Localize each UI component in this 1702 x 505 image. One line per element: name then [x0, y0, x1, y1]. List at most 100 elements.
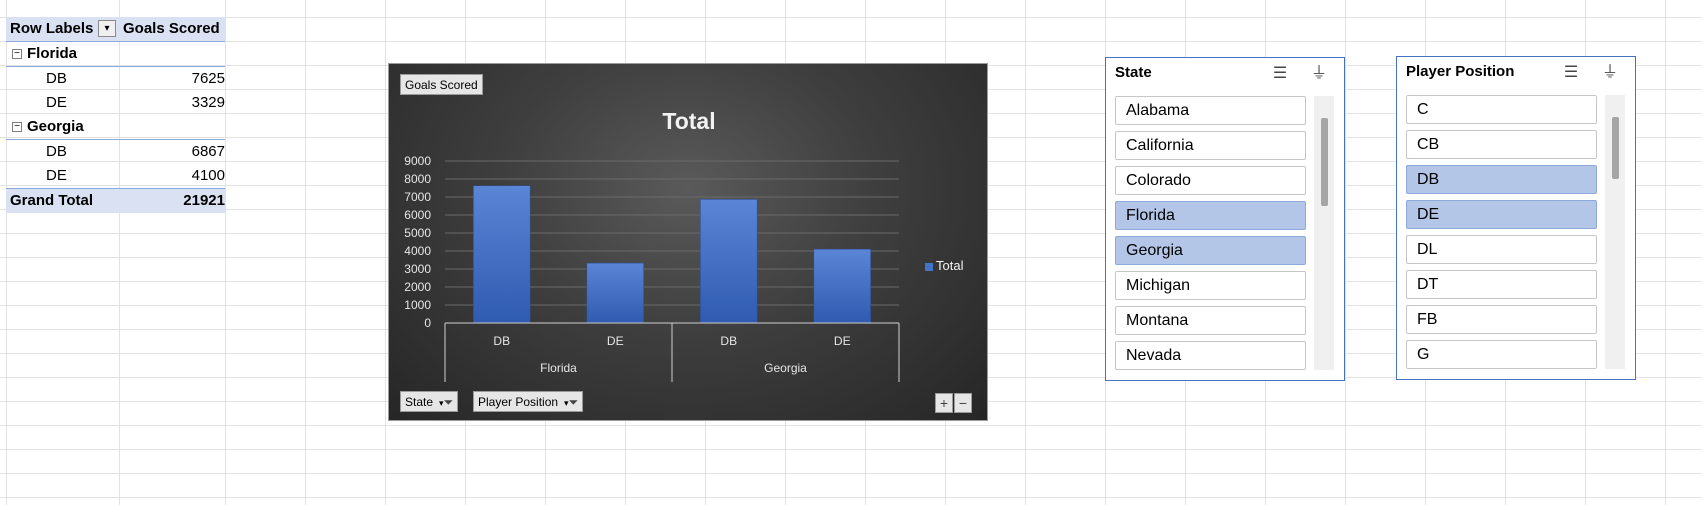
grid-row-line	[0, 473, 1702, 474]
slicer-item[interactable]: Montana	[1115, 306, 1306, 335]
row-label: DB	[46, 70, 67, 87]
state-field-label: State	[405, 395, 434, 409]
state-field-button[interactable]: State ▾⏷	[400, 391, 459, 412]
value-field-label: Goals Scored	[405, 78, 478, 92]
pivot-header-row: Row Labels ▾ Goals Scored	[6, 17, 225, 42]
group-label: Florida	[27, 45, 78, 62]
pivot-chart[interactable]: 0 1000 2000 3000 4000 5000 6000 7000 8000 9000 DB D…	[388, 63, 988, 421]
row-label: DE	[46, 167, 67, 184]
grid-row-line	[0, 17, 1702, 18]
group-label: Florida	[540, 361, 577, 375]
row-value: 6867	[191, 143, 225, 160]
grid-column-line	[1665, 0, 1666, 505]
dropdown-icon: ▾	[439, 398, 444, 408]
dropdown-icon: ▾	[564, 398, 569, 408]
group-label: Georgia	[764, 361, 807, 375]
slicer-item[interactable]: DE	[1406, 200, 1597, 229]
x-tick-label: DE	[834, 334, 851, 348]
grid-column-line	[119, 0, 120, 505]
row-labels-header[interactable]: Row Labels	[10, 20, 94, 37]
bar	[473, 185, 531, 324]
multi-select-icon[interactable]: ☰	[1272, 65, 1288, 82]
pivot-group-georgia: − Georgia	[6, 115, 225, 140]
player-position-field-button[interactable]: Player Position ▾⏷	[473, 391, 584, 412]
slicer-item[interactable]: DL	[1406, 235, 1597, 264]
pivot-row: DE 3329	[6, 91, 225, 115]
grand-total-value: 21921	[183, 192, 225, 209]
grid-column-line	[6, 0, 7, 505]
y-tick-label: 2000	[404, 280, 431, 294]
value-field-button[interactable]: Goals Scored	[400, 74, 483, 95]
collapse-icon[interactable]: −	[12, 49, 22, 59]
row-value: 7625	[191, 70, 225, 87]
filter-dropdown-icon[interactable]: ▾	[98, 20, 116, 37]
x-tick-label: DB	[720, 334, 737, 348]
collapse-icon[interactable]: −	[12, 122, 22, 132]
slicer-item[interactable]: C	[1406, 95, 1597, 124]
pivot-row: DE 4100	[6, 164, 225, 188]
slicer-scrollbar[interactable]	[1605, 95, 1625, 369]
x-tick-label: DB	[493, 334, 510, 348]
row-label: DB	[46, 143, 67, 160]
collapse-button[interactable]: −	[954, 393, 972, 413]
slicer-item[interactable]: Georgia	[1115, 236, 1306, 265]
row-label: DE	[46, 94, 67, 111]
goals-scored-header: Goals Scored	[123, 20, 220, 37]
slicer-item[interactable]: Nevada	[1115, 341, 1306, 370]
grand-total-label: Grand Total	[10, 192, 94, 209]
slicer-item[interactable]: Alabama	[1115, 96, 1306, 125]
y-tick-label: 6000	[404, 208, 431, 222]
slicer-item[interactable]: DB	[1406, 165, 1597, 194]
legend-swatch	[925, 262, 933, 271]
slicer-item[interactable]: Colorado	[1115, 166, 1306, 195]
y-tick-label: 3000	[404, 262, 431, 276]
slicer-title: State	[1115, 64, 1152, 81]
slicer-title: Player Position	[1406, 63, 1515, 80]
slicer-scrollbar[interactable]	[1314, 96, 1334, 370]
chart-title: Total	[662, 108, 716, 134]
grid-row-line	[0, 449, 1702, 450]
clear-filter-icon[interactable]: ⏚	[1310, 65, 1327, 82]
player-position-slicer[interactable]: Player Position ☰ ⏚ C CB DB DE DL DT FB G	[1396, 56, 1636, 380]
group-label: Georgia	[27, 118, 84, 135]
slicer-item[interactable]: DT	[1406, 270, 1597, 299]
y-tick-label: 1000	[404, 298, 431, 312]
slicer-item[interactable]: CB	[1406, 130, 1597, 159]
y-tick-label: 0	[424, 316, 431, 330]
clear-filter-icon[interactable]: ⏚	[1601, 64, 1618, 81]
row-value: 3329	[191, 94, 225, 111]
x-tick-label: DE	[607, 334, 624, 348]
funnel-icon: ⏷	[443, 395, 454, 409]
multi-select-icon[interactable]: ☰	[1563, 64, 1579, 81]
player-position-field-label: Player Position	[478, 395, 559, 409]
y-tick-label: 5000	[404, 226, 431, 240]
pivot-row: DB 7625	[6, 67, 225, 91]
slicer-item[interactable]: Florida	[1115, 201, 1306, 230]
scrollbar-thumb[interactable]	[1612, 117, 1619, 179]
pivot-row: DB 6867	[6, 140, 225, 164]
chart-plot: 0 1000 2000 3000 4000 5000 6000 7000 8000 9000 DB D…	[404, 154, 900, 382]
pivot-table: Row Labels ▾ Goals Scored − Florida DB 7…	[6, 17, 225, 213]
y-tick-label: 4000	[404, 244, 431, 258]
y-tick-label: 8000	[404, 172, 431, 186]
slicer-item[interactable]: G	[1406, 340, 1597, 369]
y-tick-label: 7000	[404, 190, 431, 204]
chart-legend: Total	[925, 258, 963, 273]
bar	[813, 248, 871, 324]
legend-label: Total	[936, 258, 964, 273]
y-tick-label: 9000	[404, 154, 431, 168]
slicer-item[interactable]: California	[1115, 131, 1306, 160]
expand-button[interactable]: +	[935, 393, 953, 413]
grid-row-line	[0, 41, 1702, 42]
grand-total-row: Grand Total 21921	[6, 188, 225, 213]
grid-column-line	[1025, 0, 1026, 505]
slicer-item[interactable]: FB	[1406, 305, 1597, 334]
slicer-item[interactable]: Michigan	[1115, 271, 1306, 300]
state-slicer[interactable]: State ☰ ⏚ Alabama California Colorado Flori…	[1105, 57, 1345, 381]
bar	[586, 262, 644, 324]
grid-column-line	[1345, 0, 1346, 505]
grid-row-line	[0, 497, 1702, 498]
grid-column-line	[385, 0, 386, 505]
scrollbar-thumb[interactable]	[1321, 118, 1328, 206]
funnel-icon: ⏷	[568, 395, 579, 409]
